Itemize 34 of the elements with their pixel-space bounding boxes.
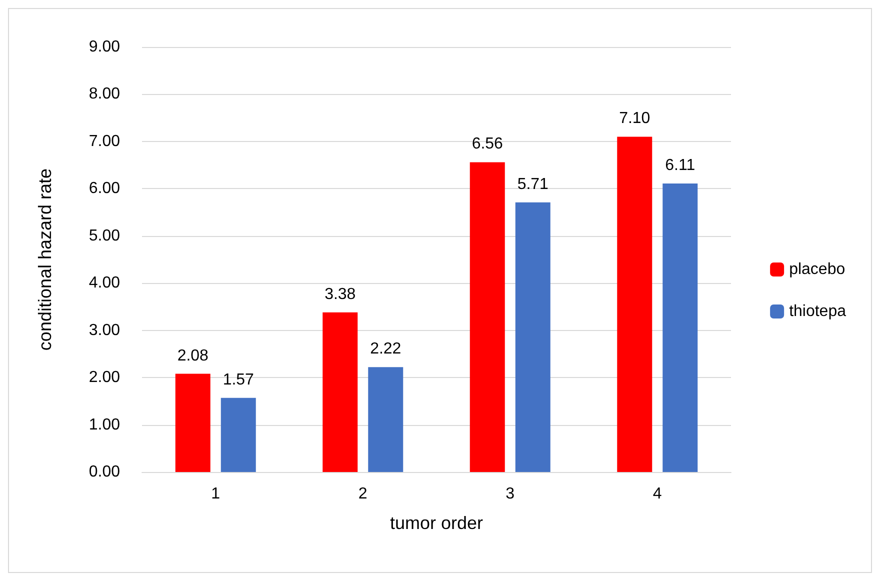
data-label: 6.56: [472, 136, 504, 153]
data-label: 6.11: [665, 156, 696, 174]
y-tick-label: 4.00: [88, 274, 120, 292]
data-label: 5.71: [517, 176, 549, 193]
y-axis-title: conditional hazard rate: [35, 168, 55, 351]
bar: [515, 202, 550, 472]
x-axis-title: tumor order: [390, 513, 484, 533]
data-label: 2.08: [177, 347, 209, 364]
x-tick-label: 1: [211, 486, 220, 502]
y-tick-label: 0.00: [88, 464, 120, 480]
bar: [368, 367, 404, 472]
x-tick-label: 4: [652, 486, 662, 502]
y-tick-label: 3.00: [88, 322, 120, 339]
data-label: 1.57: [222, 371, 254, 388]
y-tick-label: 7.00: [88, 132, 120, 150]
y-tick-label: 1.00: [88, 416, 120, 434]
y-tick-label: 2.00: [88, 369, 120, 386]
bar: [662, 183, 698, 472]
bar: [322, 312, 358, 472]
bar: [175, 374, 210, 472]
data-label: 2.22: [370, 340, 402, 358]
y-tick-label: 6.00: [88, 180, 120, 198]
bar: [617, 136, 652, 472]
legend-label: placebo: [789, 261, 846, 278]
y-tick-label: 9.00: [88, 38, 120, 56]
bar: [220, 398, 256, 472]
legend-label: thiotepa: [789, 303, 846, 320]
y-tick-label: 5.00: [88, 227, 120, 244]
data-label: 7.10: [619, 110, 650, 128]
bar: [470, 162, 505, 472]
x-tick-label: 2: [358, 486, 368, 502]
y-tick-label: 8.00: [88, 86, 120, 103]
x-tick-label: 3: [506, 486, 515, 502]
data-label: 3.38: [324, 286, 356, 303]
